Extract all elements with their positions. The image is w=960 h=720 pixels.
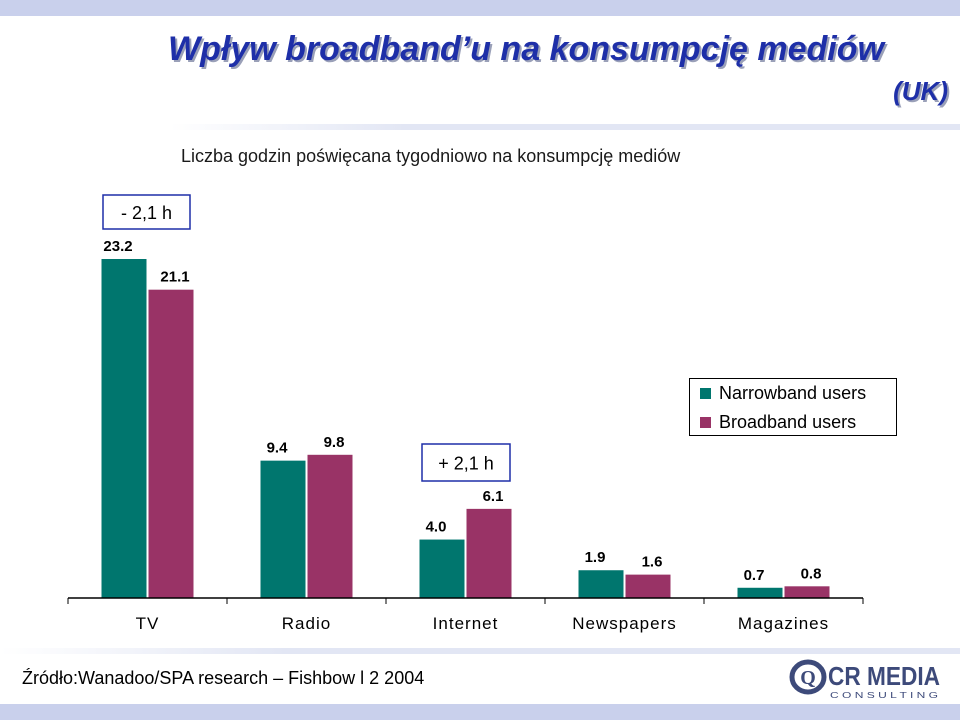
legend-label-narrowband: Narrowband users: [719, 383, 867, 403]
bar-broadband-users-tv: [148, 289, 194, 598]
annotation-text-internet: + 2,1 h: [438, 454, 494, 474]
data-label-broadband-users-tv: 21.1: [160, 269, 189, 286]
source-note: Źródło:Wanadoo/SPA research – Fishbow l …: [22, 668, 425, 688]
x-tick-label-radio: Radio: [282, 614, 331, 633]
bar-broadband-users-radio: [307, 454, 353, 598]
page-title-suffix: (UK): [893, 76, 948, 106]
data-label-narrowband-users-tv: 23.2: [103, 238, 132, 255]
legend-label-broadband: Broadband users: [719, 412, 857, 432]
top-decorative-bar: [0, 0, 960, 16]
annotation-text-tv: - 2,1 h: [121, 203, 172, 223]
x-tick-label-magazines: Magazines: [738, 614, 829, 633]
bar-narrowband-users-tv: [101, 259, 147, 598]
legend-swatch-narrowband: [700, 388, 711, 399]
bar-narrowband-users-radio: [260, 460, 306, 598]
bar-narrowband-users-internet: [419, 539, 465, 598]
page-title: Wpływ broadband’u na konsumpcję mediów: [168, 30, 884, 68]
legend-item-narrowband: Narrowband users: [700, 383, 866, 404]
logo-subtitle: C O N S U L T I N G: [830, 691, 938, 700]
x-tick-label-tv: TV: [136, 614, 160, 633]
data-label-broadband-users-radio: 9.8: [324, 434, 345, 451]
bar-broadband-users-magazines: [784, 586, 830, 598]
data-label-narrowband-users-magazines: 0.7: [744, 567, 765, 584]
data-label-narrowband-users-radio: 9.4: [267, 440, 289, 457]
data-label-narrowband-users-newspapers: 1.9: [585, 549, 606, 566]
bottom-decorative-bar: [0, 704, 960, 720]
header-divider: [170, 124, 960, 130]
bar-narrowband-users-newspapers: [578, 570, 624, 598]
data-label-broadband-users-newspapers: 1.6: [642, 554, 663, 571]
footer-divider: [0, 648, 960, 654]
annotation-box-internet: [421, 443, 511, 482]
legend-swatch-broadband: [700, 417, 711, 428]
chart-legend: Narrowband users Broadband users: [689, 378, 897, 436]
annotation-box-tv: [102, 194, 191, 230]
bar-broadband-users-internet: [466, 508, 512, 598]
logo-wordmark: CR MEDIA: [828, 661, 940, 691]
data-label-broadband-users-magazines: 0.8: [801, 565, 822, 582]
x-tick-label-internet: Internet: [433, 614, 499, 633]
legend-item-broadband: Broadband users: [700, 412, 856, 433]
x-tick-label-newspapers: Newspapers: [572, 614, 677, 633]
company-logo: Q CR MEDIA C O N S U L T I N G: [789, 659, 940, 700]
bar-narrowband-users-magazines: [737, 587, 783, 598]
bar-broadband-users-newspapers: [625, 574, 671, 598]
logo-letter: Q: [800, 667, 816, 689]
logo-ring: [789, 659, 827, 695]
chart-title: Liczba godzin poświęcana tygodniowo na k…: [181, 146, 681, 166]
data-label-broadband-users-internet: 6.1: [483, 488, 504, 505]
data-label-narrowband-users-internet: 4.0: [426, 519, 447, 536]
